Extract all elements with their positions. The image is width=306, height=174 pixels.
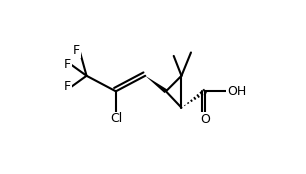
Text: Cl: Cl — [110, 112, 122, 125]
Polygon shape — [145, 76, 167, 93]
Text: F: F — [64, 81, 71, 93]
Text: OH: OH — [227, 85, 246, 98]
Text: F: F — [64, 58, 71, 71]
Text: O: O — [200, 113, 210, 126]
Text: F: F — [73, 44, 80, 57]
